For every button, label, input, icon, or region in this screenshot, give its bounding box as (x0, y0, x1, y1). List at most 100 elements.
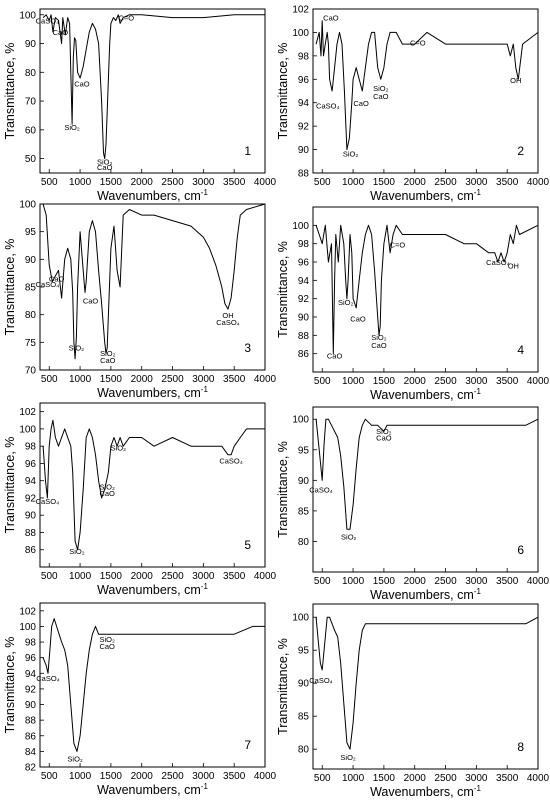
peak-annotation: SiO₂ (343, 150, 359, 159)
y-tick-label: 96 (298, 258, 310, 269)
x-axis-label-text: Wavenumbers, cm (370, 588, 474, 602)
x-tick-label: 4000 (254, 374, 277, 385)
plot-frame (312, 206, 539, 373)
x-tick-label: 2500 (434, 576, 457, 587)
peak-annotation: SiO₂ (69, 344, 85, 353)
peak-annotation: CaO (373, 92, 389, 101)
x-tick-label: 500 (314, 177, 331, 188)
panel-number: 2 (517, 144, 524, 158)
peak-annotation: SiO₂ (376, 427, 392, 436)
y-tick-label: 88 (298, 169, 310, 180)
y-tick-label: 102 (292, 5, 309, 16)
x-axis-label-text: Wavenumbers, cm (97, 583, 201, 597)
y-tick-label: 90 (298, 313, 310, 324)
y-tick-label: 100 (19, 424, 36, 435)
x-tick-label: 3000 (192, 571, 215, 582)
x-tick-label: 3500 (223, 571, 246, 582)
x-axis-label-unit: -1 (201, 782, 209, 791)
x-tick-label: 3000 (192, 374, 215, 385)
peak-annotation: CaO (327, 351, 343, 360)
y-tick-label: 98 (298, 239, 310, 250)
x-tick-label: 4000 (254, 771, 277, 782)
x-axis-label-text: Wavenumbers, cm (97, 783, 201, 797)
peak-annotation: SiO₂ (69, 547, 85, 556)
y-tick-label: 82 (25, 763, 37, 774)
x-tick-label: 1000 (69, 771, 92, 782)
y-tick-label: 86 (25, 545, 37, 556)
peak-annotation: CaO (350, 315, 366, 324)
peak-annotation: SiO₂ (67, 755, 83, 764)
chart-panel-4: 500 1000 1500 2000 2500 3000 3500 4000 86 88 90 92 9… (276, 206, 550, 402)
y-tick-label: 100 (19, 200, 36, 211)
y-tick-label: 92 (298, 122, 310, 133)
y-axis-label: Transmittance, % (276, 441, 290, 538)
x-tick-label: 2500 (161, 177, 184, 188)
x-tick-label: 2000 (404, 376, 427, 387)
spectrum-line (42, 203, 266, 360)
x-tick-label: 1000 (69, 177, 92, 188)
x-axis-label-unit: -1 (474, 387, 482, 396)
peak-annotation: CaO (83, 297, 99, 306)
y-tick-label: 80 (298, 537, 310, 548)
x-tick-label: 1500 (373, 773, 396, 784)
y-axis-label: Transmittance, % (3, 43, 17, 140)
y-tick-label: 60 (25, 125, 37, 136)
y-tick-label: 85 (298, 712, 310, 723)
y-tick-label: 94 (298, 98, 310, 109)
peak-annotation: CaO (376, 434, 392, 443)
y-tick-label: 85 (25, 283, 37, 294)
x-tick-label: 2000 (131, 177, 154, 188)
spectrum-line (42, 618, 265, 752)
x-tick-label: 500 (314, 576, 331, 587)
x-tick-label: 1500 (100, 374, 123, 385)
x-tick-label: 1000 (342, 773, 365, 784)
x-tick-label: 3000 (465, 177, 488, 188)
peak-annotation: CaSO₄ (316, 102, 340, 111)
peak-annotation: SiO₂ (99, 482, 115, 491)
spectrum-line (315, 616, 539, 750)
x-tick-label: 2500 (161, 771, 184, 782)
y-tick-label: 90 (25, 39, 37, 50)
panel-number: 1 (244, 144, 251, 158)
x-tick-label: 1000 (342, 576, 365, 587)
y-axis-label: Transmittance, % (276, 43, 290, 140)
y-tick-label: 95 (298, 445, 310, 456)
plot-frame (39, 402, 266, 568)
x-tick-label: 4000 (527, 177, 550, 188)
y-tick-label: 94 (298, 276, 310, 287)
x-tick-label: 500 (314, 773, 331, 784)
y-tick-label: 95 (298, 646, 310, 657)
chart-panel-3: 500 1000 1500 2000 2500 3000 3500 4000 70 75 80 85 9… (3, 200, 277, 401)
x-axis-label-text: Wavenumbers, cm (370, 189, 474, 203)
peak-annotation: SiO₂ (97, 157, 113, 166)
panel-number: 8 (517, 740, 524, 754)
plot-frame (39, 602, 266, 768)
x-tick-label: 3500 (223, 177, 246, 188)
chart-panel-2: 500 1000 1500 2000 2500 3000 3500 4000 88 90 92 94 9… (276, 5, 550, 204)
x-tick-label: 2000 (404, 773, 427, 784)
y-tick-label: 102 (19, 606, 36, 617)
y-axis-label: Transmittance, % (276, 638, 290, 735)
x-tick-label: 4000 (254, 177, 277, 188)
x-tick-label: 3500 (223, 374, 246, 385)
peak-annotation: SiO₂ (64, 123, 80, 132)
x-tick-label: 2500 (434, 773, 457, 784)
x-tick-label: 3000 (465, 773, 488, 784)
y-tick-label: 94 (25, 669, 37, 680)
peak-annotation: SiO₂ (111, 443, 127, 452)
x-axis-label: Wavenumbers, cm-1 (370, 387, 481, 402)
y-axis-label: Transmittance, % (276, 241, 290, 338)
x-tick-label: 1500 (373, 177, 396, 188)
chart-panel-5: 500 1000 1500 2000 2500 3000 3500 4000 86 88 90 92 9… (3, 402, 277, 597)
x-axis-label-unit: -1 (201, 582, 209, 591)
peak-annotation: CaSO₄ (309, 486, 333, 495)
peak-annotation: CaSO₄ (309, 676, 333, 685)
y-tick-label: 85 (298, 506, 310, 517)
x-tick-label: 4000 (254, 571, 277, 582)
spectrum-line (315, 418, 539, 530)
y-tick-label: 80 (25, 68, 37, 79)
peak-annotation: CaO (99, 489, 115, 498)
x-tick-label: 2000 (404, 177, 427, 188)
y-axis-label: Transmittance, % (3, 637, 17, 734)
x-tick-label: 500 (41, 177, 58, 188)
